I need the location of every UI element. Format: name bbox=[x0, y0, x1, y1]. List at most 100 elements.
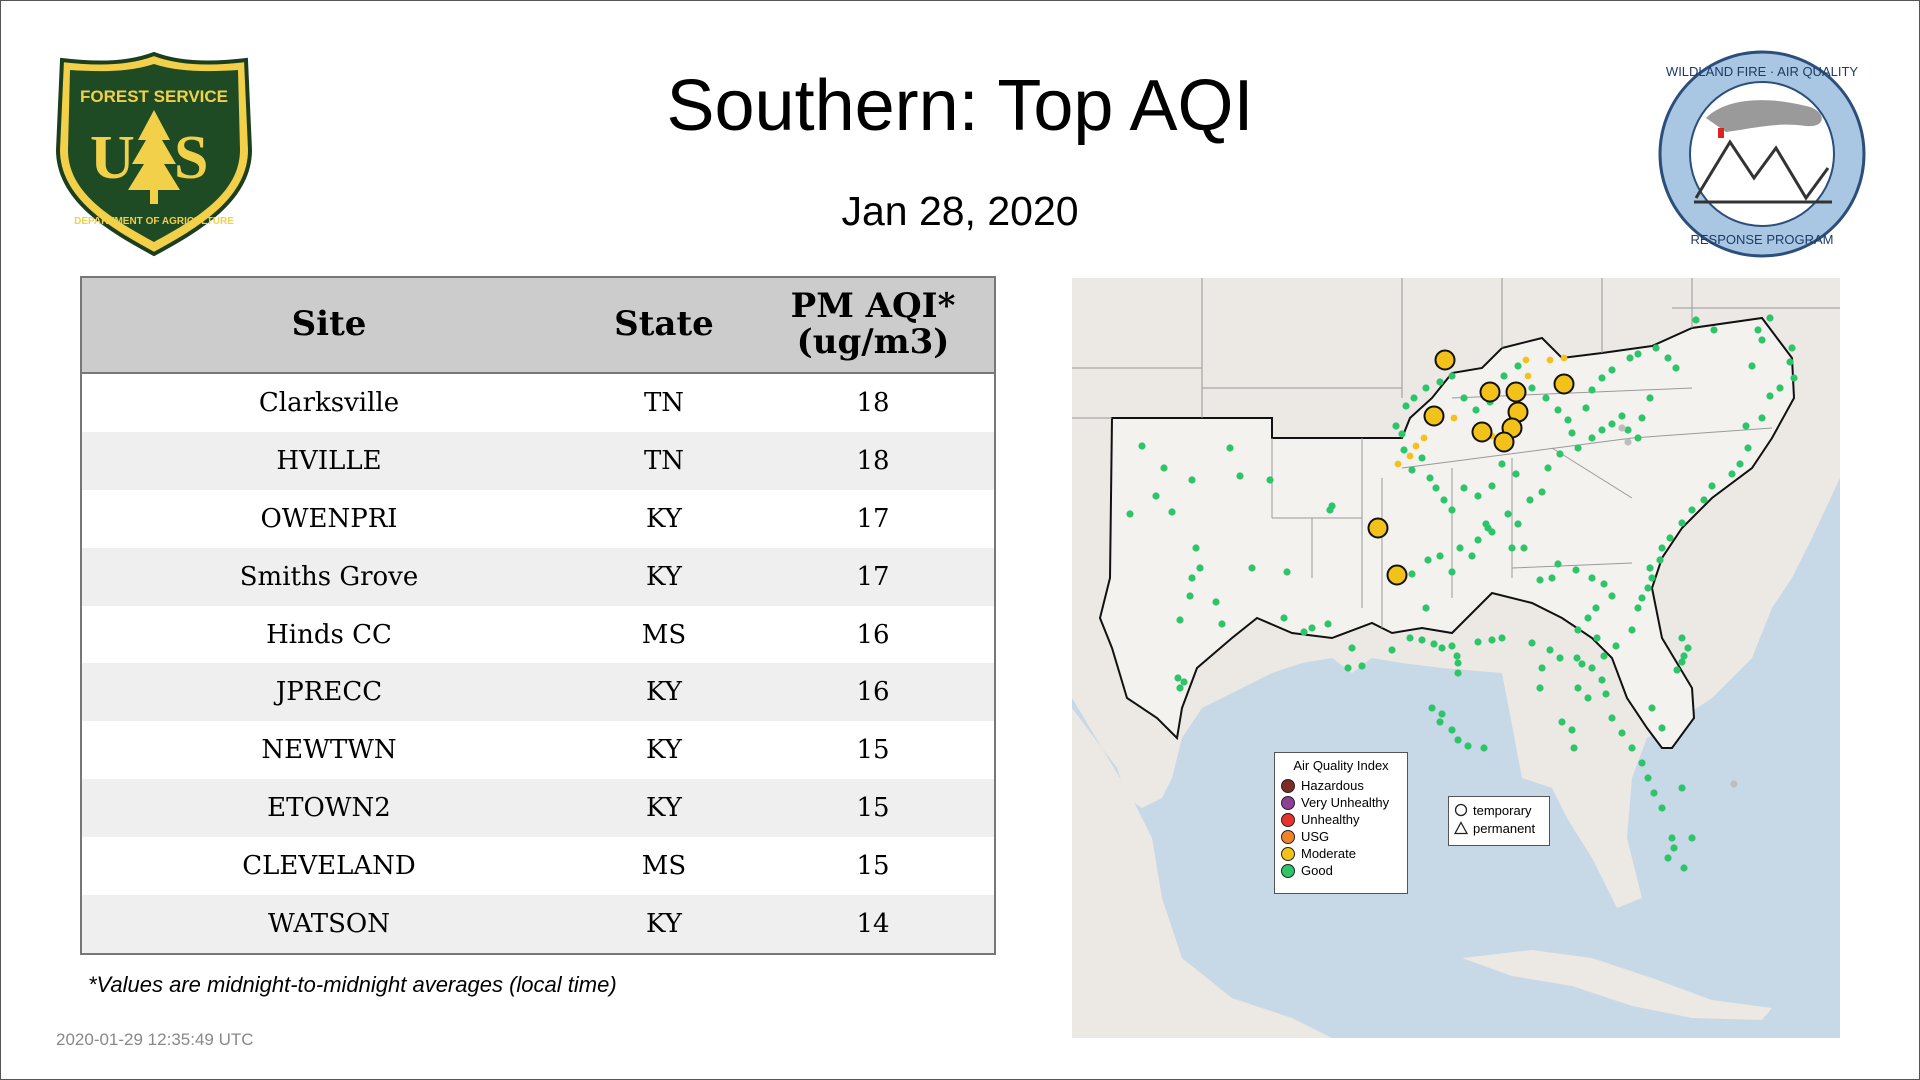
site-marker-good bbox=[1436, 552, 1444, 560]
site-marker-good bbox=[1440, 496, 1448, 504]
legend-swatch bbox=[1281, 846, 1295, 861]
site-marker-good bbox=[1474, 492, 1482, 500]
site-marker-good bbox=[1248, 564, 1256, 572]
site-marker-good bbox=[1454, 659, 1462, 667]
site-marker-good bbox=[1600, 652, 1608, 660]
site-marker-temporary-moderate bbox=[1493, 431, 1515, 453]
triangle-icon bbox=[1454, 821, 1468, 835]
site-marker-good bbox=[1408, 466, 1416, 474]
site-marker-good bbox=[1624, 426, 1632, 434]
legend-item-unhealthy: Unhealthy bbox=[1275, 811, 1407, 828]
site-marker-good bbox=[1588, 664, 1596, 672]
site-marker-moderate bbox=[1560, 354, 1568, 362]
aqi-cell: 15 bbox=[752, 837, 994, 896]
site-marker-good bbox=[1634, 604, 1642, 612]
site-marker-temporary-moderate bbox=[1434, 349, 1456, 371]
legend-swatch bbox=[1281, 829, 1295, 844]
site-marker-good bbox=[1460, 394, 1468, 402]
legend-label: USG bbox=[1301, 829, 1330, 844]
site-marker-good bbox=[1588, 434, 1596, 442]
site-marker-good bbox=[1453, 652, 1461, 660]
site-marker-good bbox=[1432, 484, 1440, 492]
aqi-cell: 18 bbox=[752, 373, 994, 432]
site-marker-good bbox=[1536, 684, 1544, 692]
site-marker-good bbox=[1212, 598, 1220, 606]
site-marker-good bbox=[1664, 354, 1672, 362]
site-marker-good bbox=[1554, 560, 1562, 568]
site-marker-good bbox=[1474, 536, 1482, 544]
legend-label: permanent bbox=[1473, 820, 1536, 836]
site-marker-good bbox=[1226, 444, 1234, 452]
site-marker-good bbox=[1548, 574, 1556, 582]
site-marker-good bbox=[1218, 620, 1226, 628]
site-marker-good bbox=[1448, 642, 1456, 650]
site-marker-good bbox=[1448, 726, 1456, 734]
site-marker-good bbox=[1670, 844, 1678, 852]
legend-item-moderate: Moderate bbox=[1275, 845, 1407, 862]
site-marker-good bbox=[1196, 564, 1204, 572]
site-marker-good bbox=[1556, 654, 1564, 662]
site-marker-good bbox=[1564, 416, 1572, 424]
site-marker-good bbox=[1600, 580, 1608, 588]
site-marker-good bbox=[1646, 564, 1654, 572]
site-cell: CLEVELAND bbox=[82, 837, 576, 896]
site-marker-good bbox=[1514, 520, 1522, 528]
aqi-legend: Air Quality Index Hazardous Very Unhealt… bbox=[1274, 752, 1408, 894]
site-marker-good bbox=[1358, 662, 1366, 670]
legend-label: Good bbox=[1301, 863, 1333, 878]
site-marker-good bbox=[1634, 434, 1642, 442]
site-marker-moderate bbox=[1450, 414, 1458, 422]
site-marker-good bbox=[1790, 374, 1798, 382]
legend-swatch bbox=[1281, 863, 1295, 878]
site-marker-good bbox=[1408, 570, 1416, 578]
site-marker-good bbox=[1514, 362, 1522, 370]
monitoring-sites bbox=[1126, 314, 1798, 872]
site-marker-good bbox=[1324, 620, 1332, 628]
site-marker-good bbox=[1588, 574, 1596, 582]
site-marker-good bbox=[1678, 784, 1686, 792]
site-marker-moderate bbox=[1420, 434, 1428, 442]
site-marker-good bbox=[1448, 372, 1456, 380]
header-state: State bbox=[576, 278, 752, 374]
site-marker-good bbox=[1176, 684, 1184, 692]
state-cell: KY bbox=[576, 489, 752, 548]
site-cell: Clarksville bbox=[82, 373, 576, 432]
site-marker-good bbox=[1618, 412, 1626, 420]
site-cell: HVILLE bbox=[82, 431, 576, 490]
legend-item-usg: USG bbox=[1275, 828, 1407, 845]
site-marker-good bbox=[1438, 710, 1446, 718]
site-marker-good bbox=[1658, 544, 1666, 552]
site-marker-good bbox=[1454, 736, 1462, 744]
generated-timestamp: 2020-01-29 12:35:49 UTC bbox=[56, 1030, 254, 1049]
site-marker-good bbox=[1688, 506, 1696, 514]
site-marker-good bbox=[1460, 484, 1468, 492]
site-marker-good bbox=[1568, 726, 1576, 734]
aqi-cell: 15 bbox=[752, 779, 994, 838]
legend-swatch bbox=[1281, 795, 1295, 810]
site-marker-good bbox=[1626, 354, 1634, 362]
site-marker-good bbox=[1644, 774, 1652, 782]
site-marker-good bbox=[1536, 576, 1544, 584]
site-marker-good bbox=[1448, 506, 1456, 514]
site-cell: NEWTWN bbox=[82, 721, 576, 780]
site-marker-good bbox=[1700, 496, 1708, 504]
site-marker-good bbox=[1400, 446, 1408, 454]
site-marker-good bbox=[1748, 362, 1756, 370]
site-marker-good bbox=[1758, 336, 1766, 344]
site-marker-good bbox=[1628, 626, 1636, 634]
site-marker-good bbox=[1558, 718, 1566, 726]
site-marker-good bbox=[1678, 634, 1686, 642]
site-marker-good bbox=[1638, 759, 1646, 767]
svg-text:U: U bbox=[90, 124, 135, 192]
site-marker-good bbox=[1436, 378, 1444, 386]
site-marker-good bbox=[1608, 592, 1616, 600]
site-marker-good bbox=[1644, 584, 1652, 592]
site-marker-good bbox=[1410, 394, 1418, 402]
site-marker-good bbox=[1180, 678, 1188, 686]
svg-text:DEPARTMENT OF AGRICULTURE: DEPARTMENT OF AGRICULTURE bbox=[74, 216, 234, 227]
site-marker-good bbox=[1608, 420, 1616, 428]
site-marker-good bbox=[1766, 392, 1774, 400]
site-marker-good bbox=[1480, 744, 1488, 752]
site-marker-good bbox=[1500, 372, 1508, 380]
site-marker-good bbox=[1708, 482, 1716, 490]
